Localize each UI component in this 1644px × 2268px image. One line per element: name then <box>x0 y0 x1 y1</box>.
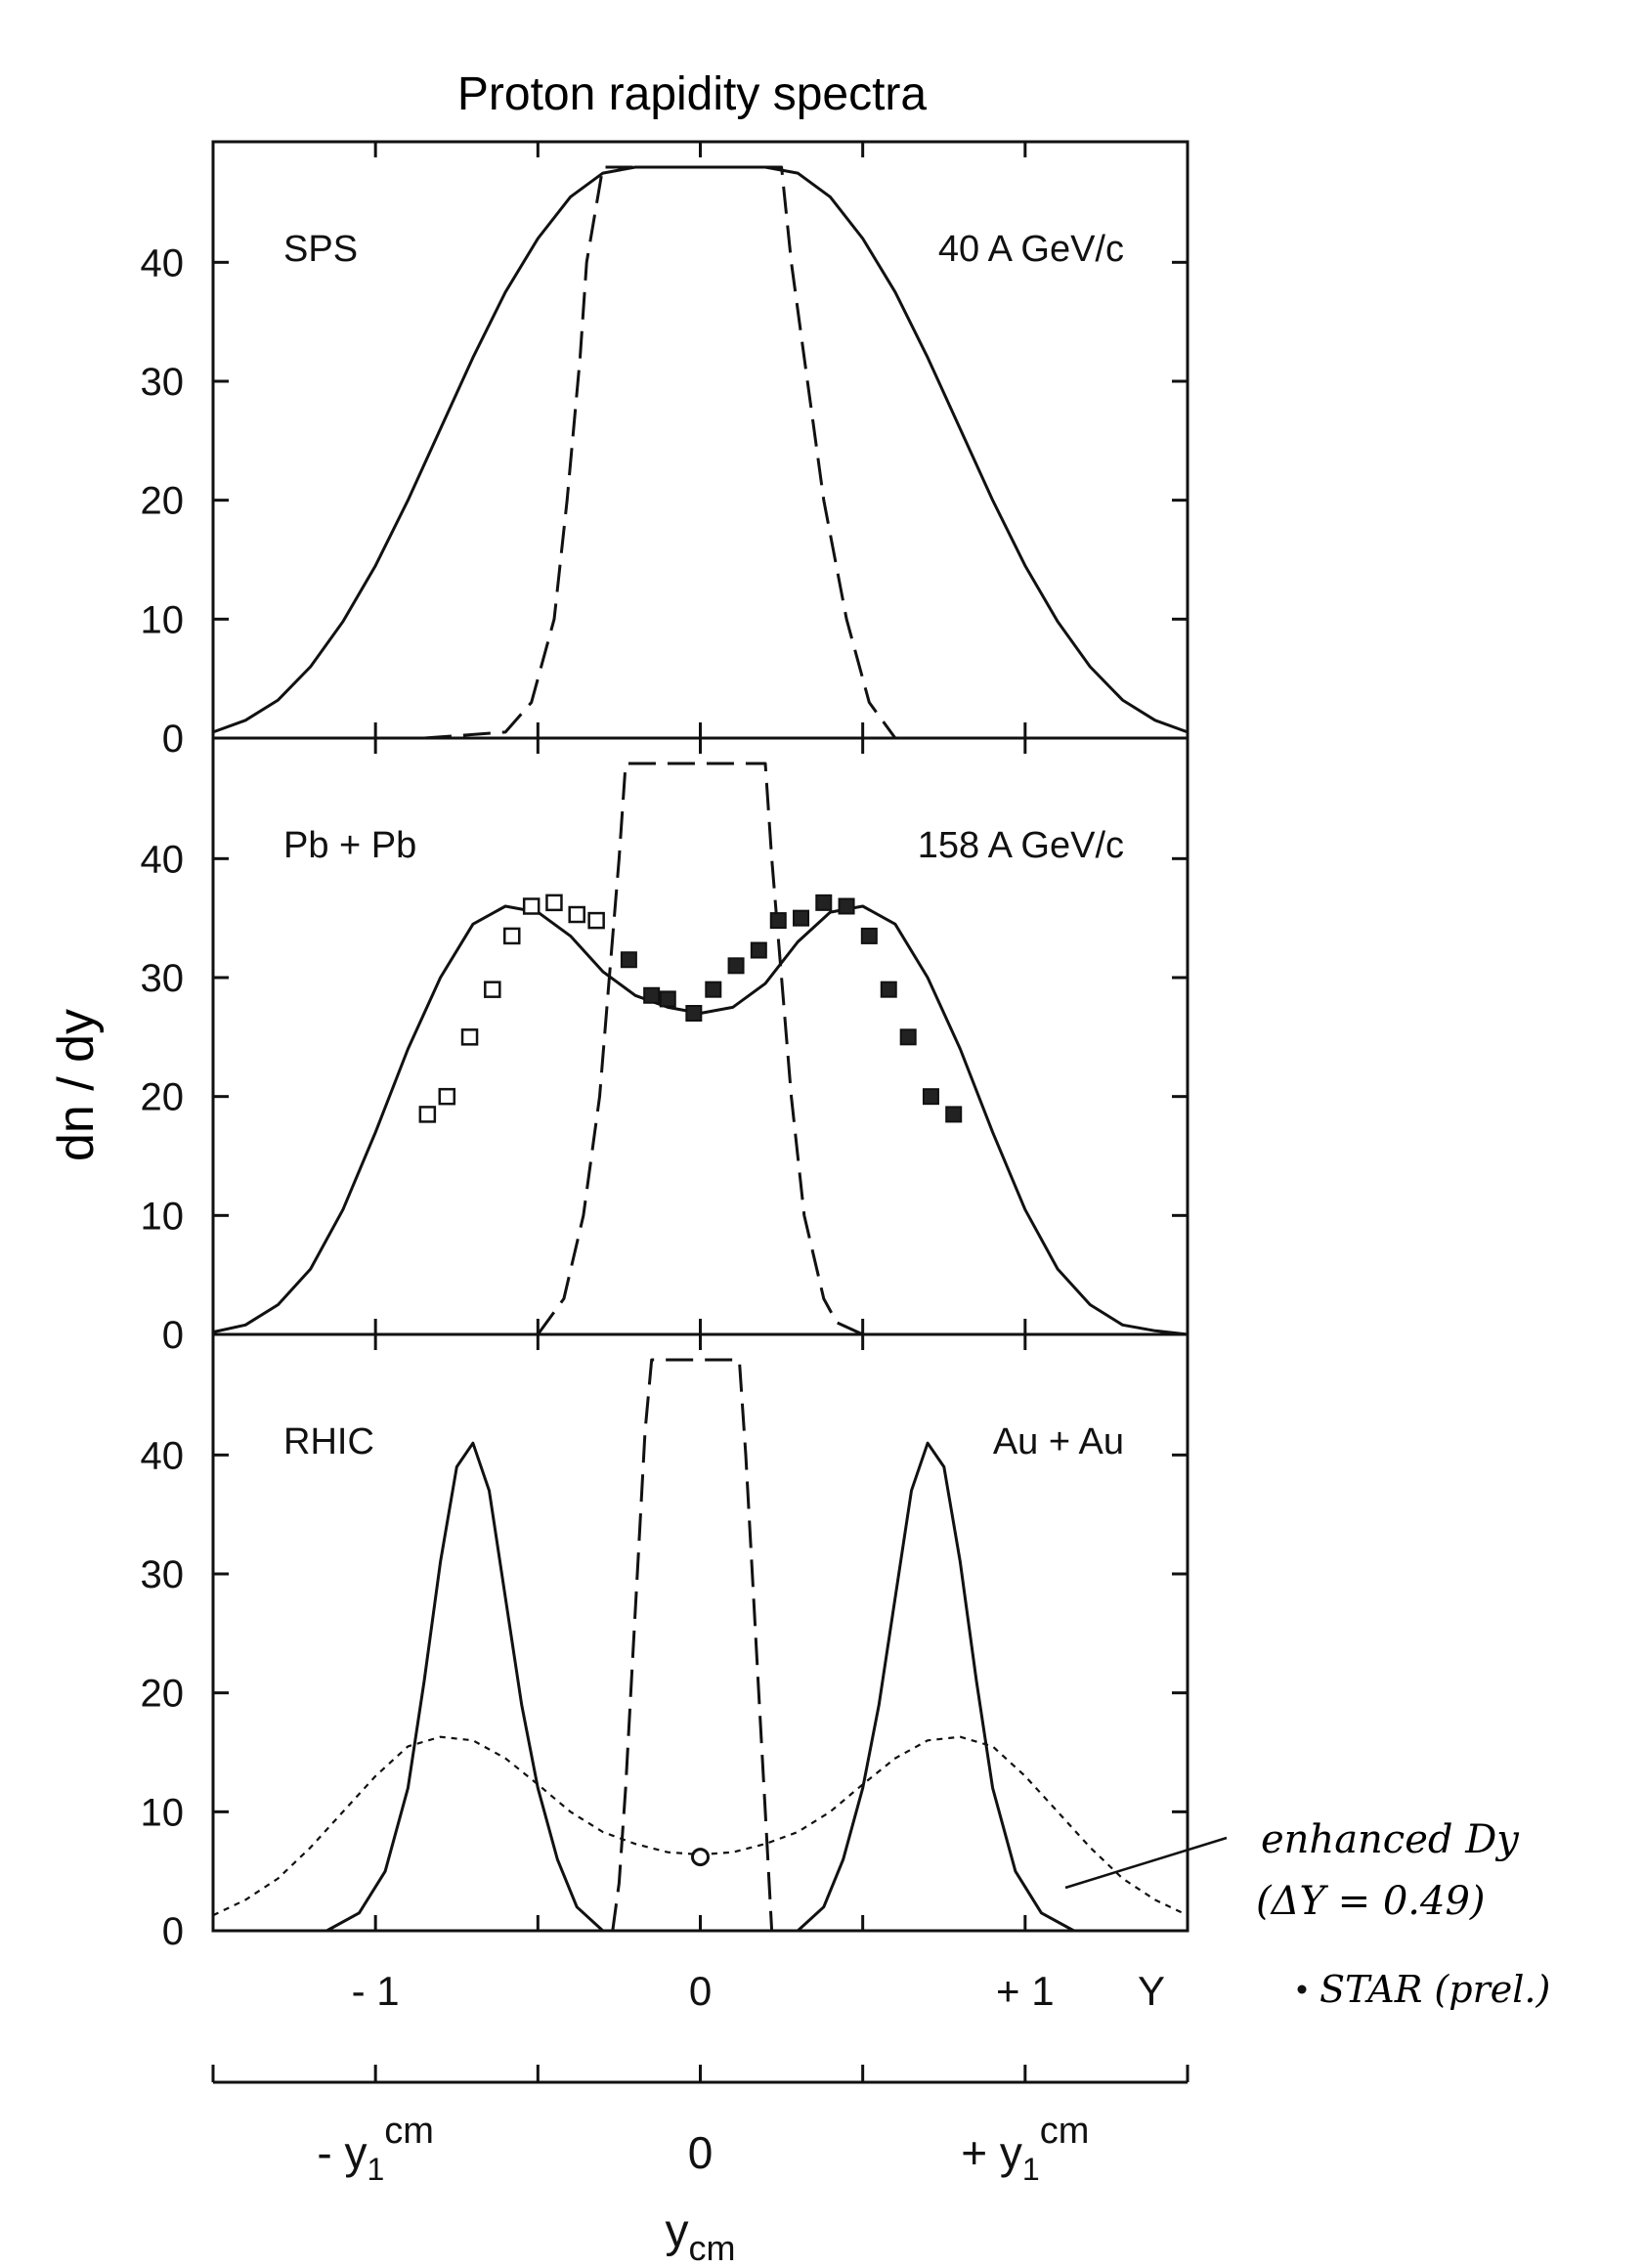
y-tick-label: 10 <box>141 1195 185 1238</box>
data-point-open <box>522 897 541 915</box>
y-tick-label: 20 <box>141 1673 185 1716</box>
ycm-tick-text: + y <box>961 2127 1022 2178</box>
data-point-filled <box>685 1005 703 1022</box>
y-tick-label: 30 <box>141 1553 185 1596</box>
y-tick-label: 10 <box>141 598 185 641</box>
ycm-tick-text: 0 <box>688 2127 714 2178</box>
data-point-filled <box>727 957 745 975</box>
axis-y-title: Y <box>1138 1968 1165 2014</box>
data-point-filled <box>815 894 833 911</box>
series-dashed-sps <box>423 165 897 740</box>
series-dashed-pbpb <box>537 762 864 1336</box>
ycm-tick-superscript: cm <box>1040 2111 1090 2152</box>
panel-label-left: Pb + Pb <box>283 825 416 866</box>
axis-y-tick-label: + 1 <box>996 1968 1055 2014</box>
data-point-filled <box>659 990 676 1008</box>
annotations: enhanced Dy (ΔY = 0.49) STAR (prel.) <box>1064 1817 1550 2011</box>
data-point-filled <box>860 927 878 944</box>
y-tick-label: 0 <box>162 718 184 761</box>
data-point-filled <box>643 986 661 1004</box>
annotation-star-prel: STAR (prel.) <box>1320 1968 1550 2011</box>
axis-y-tick-label: 0 <box>689 1968 712 2014</box>
data-point-filled <box>880 981 897 998</box>
data-point-open <box>502 927 521 945</box>
star-legend-marker <box>1297 1984 1307 1994</box>
ycm-tick-subscript: 1 <box>367 2152 384 2187</box>
data-point-filled <box>705 981 722 998</box>
series-solid-rhic <box>325 1441 1075 1933</box>
panel-label-left: RHIC <box>283 1421 374 1462</box>
ycm-axis-title-sub: cm <box>689 2228 736 2268</box>
ycm-axis-title: ycm <box>666 2205 736 2268</box>
data-point-open <box>418 1106 437 1123</box>
chart-title: Proton rapidity spectra <box>457 68 928 120</box>
data-point-filled <box>899 1028 917 1046</box>
series-dashed-rhic <box>611 1358 774 1932</box>
y-tick-label: 0 <box>162 1314 184 1357</box>
series-solid-pbpb <box>212 904 1189 1336</box>
data-point-filled <box>620 951 637 969</box>
y-tick-label: 40 <box>141 241 185 284</box>
ycm-tick-label: 0 <box>688 2127 714 2178</box>
data-point-filled <box>922 1088 939 1106</box>
annotation-enhanced-dy: enhanced Dy <box>1261 1817 1520 1862</box>
annotation-pointer-line <box>1064 1836 1228 1890</box>
data-point-open <box>545 894 563 912</box>
ycm-tick-label: - y1cm <box>317 2111 434 2187</box>
data-point-open <box>460 1028 479 1046</box>
series-dotted-rhic <box>212 1735 1189 1917</box>
star-data-point <box>691 1848 710 1867</box>
ycm-axis-title-main: y <box>666 2205 689 2257</box>
data-point-open <box>484 981 501 998</box>
data-point-filled <box>793 909 810 927</box>
panel-label-right: Au + Au <box>993 1421 1124 1462</box>
panel-label-right: 158 A GeV/c <box>918 825 1124 866</box>
y-tick-label: 40 <box>141 838 185 881</box>
y-tick-label: 40 <box>141 1434 185 1477</box>
ycm-tick-superscript: cm <box>384 2111 434 2152</box>
y-axis-label: dn / dy <box>48 1009 105 1161</box>
data-point-filled <box>769 912 787 930</box>
panel-label-left: SPS <box>283 229 358 270</box>
y-tick-label: 20 <box>141 1076 185 1119</box>
y-tick-label: 20 <box>141 480 185 523</box>
data-point-filled <box>838 897 855 915</box>
panel-sps: 0 10 20 30 40 SPS 40 A GeV/c <box>141 140 1190 761</box>
ycm-tick-subscript: 1 <box>1022 2152 1040 2187</box>
data-point-filled <box>750 941 767 959</box>
panel-label-right: 40 A GeV/c <box>938 229 1124 270</box>
y-tick-label: 30 <box>141 957 185 1000</box>
y-tick-label: 30 <box>141 361 185 404</box>
panel-rhic: 0 10 20 30 40 RHIC Au + Au <box>141 1332 1190 1953</box>
data-point-open <box>568 905 585 924</box>
y-tick-label: 10 <box>141 1791 185 1834</box>
data-point-open <box>587 911 605 930</box>
data-point-open <box>438 1087 456 1106</box>
ycm-tick-text: - y <box>317 2127 367 2178</box>
annotation-delta-y: (ΔY = 0.49) <box>1256 1879 1486 1924</box>
ycm-tick-label: + y1cm <box>961 2111 1089 2187</box>
y-tick-label: 0 <box>162 1910 184 1953</box>
axis-y-tick-label: - 1 <box>352 1968 400 2014</box>
data-point-filled <box>945 1106 963 1123</box>
panel-pbpb: 0 10 20 30 40 Pb + Pb 158 A GeV/c <box>141 736 1190 1357</box>
chart-panels: 0 10 20 30 40 SPS 40 A GeV/c 0 10 20 30 40 Pb + Pb 15… <box>141 140 1190 1953</box>
